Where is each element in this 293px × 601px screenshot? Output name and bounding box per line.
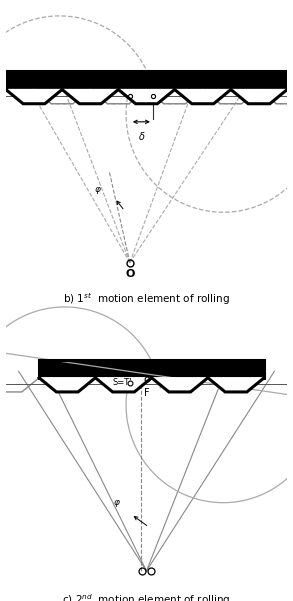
Polygon shape [231,90,287,104]
Text: S=T': S=T' [113,379,132,388]
Text: M'': M'' [139,362,154,373]
Text: O: O [125,269,134,279]
Polygon shape [6,72,287,90]
Text: S: S [88,77,95,87]
Text: $\delta$: $\delta$ [138,130,145,142]
Polygon shape [175,90,231,104]
Text: $\varphi$: $\varphi$ [94,185,102,196]
Text: c) $2^{nd}$  motion element of rolling: c) $2^{nd}$ motion element of rolling [62,592,231,601]
Text: $\varphi$: $\varphi$ [113,498,121,510]
Polygon shape [118,90,175,104]
Polygon shape [39,360,264,378]
Polygon shape [6,90,62,104]
Text: F=T': F=T' [120,79,140,88]
Polygon shape [208,378,264,392]
Text: M': M' [148,79,158,88]
Polygon shape [39,378,95,392]
Text: F: F [144,388,149,398]
Polygon shape [95,378,151,392]
Text: b) $1^{st}$  motion element of rolling: b) $1^{st}$ motion element of rolling [63,291,230,307]
Polygon shape [62,90,118,104]
Polygon shape [151,378,208,392]
Polygon shape [6,72,287,90]
Polygon shape [39,360,264,378]
